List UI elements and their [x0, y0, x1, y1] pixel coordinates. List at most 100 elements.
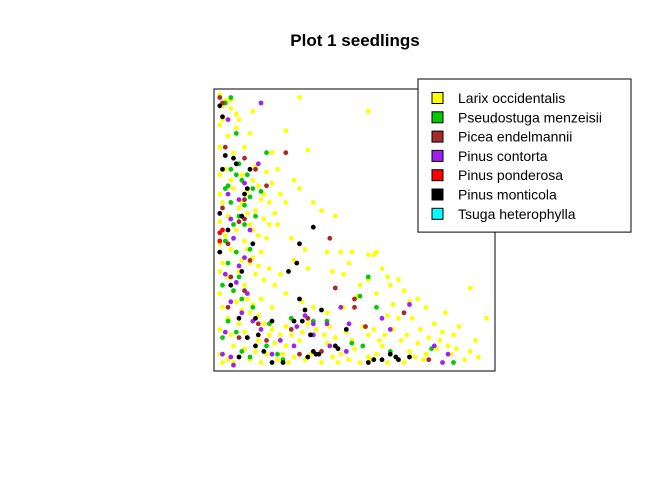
point-series-0-19 [324, 249, 330, 255]
point-series-2-12 [225, 304, 231, 310]
point-series-0-40 [484, 315, 489, 321]
point-series-5-27 [294, 260, 300, 266]
point-series-1-23 [233, 329, 239, 335]
point-series-0-38 [442, 310, 448, 316]
legend-swatch-2 [431, 130, 444, 143]
point-series-2-16 [288, 327, 294, 332]
point-series-5-14 [253, 315, 258, 321]
point-series-0-94 [264, 235, 269, 241]
point-series-0-197 [233, 111, 239, 117]
point-series-0-2 [297, 95, 302, 100]
point-series-0-59 [269, 327, 275, 332]
point-series-0-58 [255, 338, 261, 343]
point-series-0-123 [225, 133, 231, 139]
point-series-0-132 [266, 200, 272, 205]
point-series-0-33 [379, 266, 385, 271]
point-series-0-149 [233, 299, 239, 305]
point-series-0-119 [401, 360, 407, 365]
points-layer [217, 92, 489, 368]
legend-label-4: Pinus ponderosa [458, 167, 563, 183]
point-series-0-200 [264, 169, 269, 175]
point-series-5-23 [299, 318, 305, 324]
point-series-1-35 [365, 274, 371, 280]
point-series-1-2 [264, 150, 269, 156]
point-series-3-17 [222, 329, 228, 335]
point-series-5-39 [365, 360, 371, 365]
point-series-0-18 [302, 246, 308, 252]
point-series-0-7 [242, 144, 247, 150]
point-series-1-15 [247, 246, 253, 252]
point-series-5-47 [239, 269, 245, 274]
point-series-0-48 [324, 310, 330, 316]
point-series-1-45 [242, 202, 247, 208]
point-series-3-35 [291, 343, 297, 349]
point-series-0-12 [291, 177, 297, 183]
point-series-0-39 [467, 285, 473, 291]
point-series-0-178 [437, 338, 443, 343]
point-series-2-26 [327, 235, 333, 241]
legend-label-6: Tsuga heterophylla [458, 206, 576, 222]
point-series-3-14 [228, 299, 234, 305]
point-series-5-5 [247, 166, 253, 172]
point-series-2-8 [225, 241, 231, 247]
point-series-0-45 [385, 313, 390, 318]
point-series-0-74 [475, 354, 481, 360]
point-series-5-35 [316, 351, 322, 357]
point-series-5-8 [225, 227, 231, 233]
point-series-1-41 [275, 351, 280, 357]
point-series-1-32 [349, 340, 355, 346]
point-series-3-24 [338, 304, 344, 310]
point-series-0-161 [299, 329, 305, 335]
point-series-0-146 [266, 266, 272, 271]
point-series-1-3 [233, 131, 239, 136]
point-series-0-5 [247, 131, 253, 136]
point-series-0-49 [310, 304, 316, 310]
point-series-3-28 [407, 302, 412, 307]
point-series-0-25 [305, 266, 311, 271]
point-series-2-29 [222, 144, 228, 150]
point-series-5-10 [250, 241, 256, 247]
point-series-0-111 [330, 354, 335, 360]
point-series-0-42 [431, 321, 437, 327]
point-series-0-163 [313, 327, 319, 332]
point-series-2-13 [255, 321, 261, 327]
point-series-0-11 [275, 166, 280, 172]
point-series-3-32 [343, 349, 349, 354]
point-series-5-17 [255, 332, 261, 338]
point-series-5-18 [253, 343, 258, 349]
point-series-0-80 [228, 246, 234, 252]
point-series-0-77 [231, 186, 236, 192]
point-series-5-6 [244, 186, 250, 192]
point-series-0-104 [275, 357, 280, 363]
point-series-2-23 [401, 310, 407, 316]
point-series-0-117 [385, 360, 390, 365]
point-series-0-92 [253, 271, 258, 277]
legend-swatch-3 [431, 149, 444, 162]
point-series-0-120 [412, 354, 418, 360]
point-series-0-207 [357, 282, 363, 288]
point-series-1-18 [220, 282, 225, 288]
point-series-2-4 [264, 183, 269, 189]
point-series-3-0 [258, 100, 264, 106]
point-series-3-6 [228, 216, 234, 222]
point-series-3-13 [244, 291, 250, 296]
point-series-0-84 [253, 208, 258, 214]
point-series-0-3 [365, 108, 371, 114]
point-series-1-22 [225, 318, 231, 324]
point-series-0-134 [244, 211, 250, 216]
legend-label-3: Pinus contorta [458, 148, 548, 164]
point-series-0-26 [330, 269, 335, 274]
point-series-3-20 [294, 324, 300, 329]
point-series-0-105 [280, 351, 286, 357]
point-series-1-48 [225, 183, 231, 189]
point-series-0-90 [242, 282, 247, 288]
point-series-2-14 [236, 335, 242, 340]
point-series-0-4 [233, 125, 239, 131]
point-series-5-45 [407, 354, 412, 360]
point-series-0-65 [352, 346, 357, 352]
point-series-3-10 [236, 263, 242, 269]
point-series-0-159 [288, 332, 294, 338]
point-series-0-174 [398, 338, 404, 343]
point-series-3-7 [247, 227, 253, 233]
point-series-0-127 [239, 172, 245, 178]
